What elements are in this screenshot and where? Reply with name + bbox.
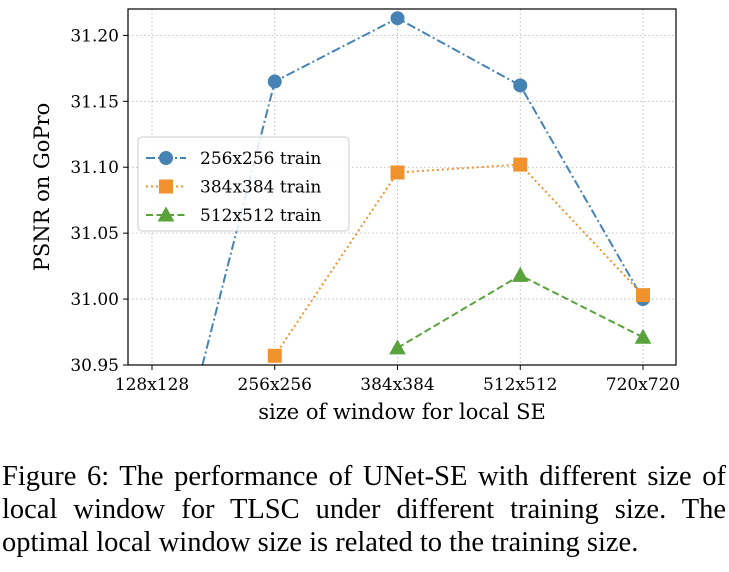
x-axis-label: size of window for local SE [258,400,546,424]
y-tick-label: 31.00 [70,290,119,310]
y-tick-label: 31.15 [70,92,119,112]
line-chart: 30.95 31.00 31.05 31.10 31.15 31.20 128x128 25… [30,8,680,424]
x-tick-label: 256x256 [238,375,312,395]
y-axis-label: PSNR on GoPro [30,103,54,271]
series-layer [201,11,652,365]
series-512x512-train [389,266,652,355]
plot-frame [127,8,677,366]
x-tick-label: 128x128 [115,375,189,395]
legend-marker [159,151,173,165]
data-point [267,74,282,89]
data-point [389,339,406,355]
data-point [634,328,652,344]
y-tick-label: 30.95 [70,356,119,376]
legend-marker [159,179,173,194]
legend-entry: 512x512 train [146,206,321,226]
legend-label: 512x512 train [200,206,321,226]
data-point [513,157,528,172]
y-tick-label: 31.05 [70,224,119,244]
series-line [273,163,644,357]
legend-box [137,136,350,232]
x-tick-label: 384x384 [360,375,434,395]
figure-caption: Figure 6: The performance of UNet-SE wit… [2,461,726,558]
data-point [636,288,650,303]
legend-entry: 256x256 train [146,149,321,169]
y-tick-label: 31.10 [70,158,119,178]
series-384x384-train [267,157,650,363]
data-point [513,78,528,93]
x-tick-label: 512x512 [483,375,557,395]
data-point [390,165,405,180]
legend-label: 256x256 train [200,149,321,169]
legend-entry: 384x384 train [146,178,321,198]
y-tick-label: 31.20 [70,26,119,46]
legend-marker [157,206,175,222]
data-point [511,266,529,282]
data-point [390,11,405,26]
legend: 256x256 train 384x384 train 512x512 train [137,136,350,232]
x-axis-ticks: 128x128 256x256 384x384 512x512 720x720 [115,365,680,395]
x-tick-label: 720x720 [606,375,680,395]
data-point [267,348,282,363]
legend-label: 384x384 train [200,178,321,198]
y-axis-ticks: 30.95 31.00 31.05 31.10 31.15 31.20 [70,26,128,376]
